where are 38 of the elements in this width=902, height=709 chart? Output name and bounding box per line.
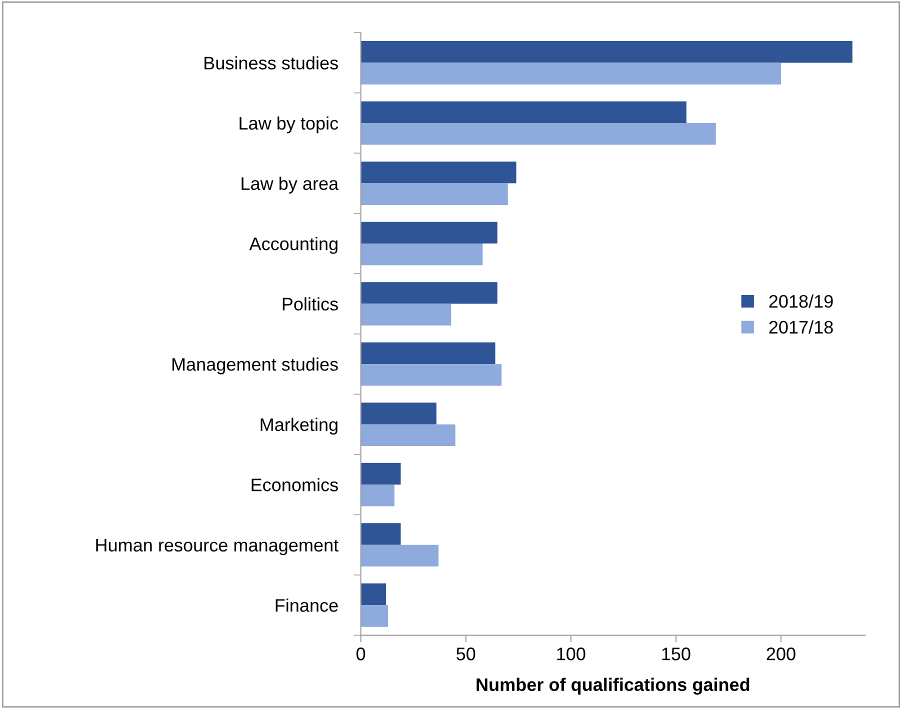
bar: [360, 544, 439, 567]
legend-label: 2018/19: [769, 294, 833, 308]
bar: [360, 364, 502, 386]
bar: [360, 462, 401, 485]
x-tick-label: 100: [557, 648, 586, 660]
bar: [360, 62, 781, 84]
bar: [360, 583, 386, 606]
bar: [360, 342, 496, 364]
y-tick-label: Marketing: [260, 418, 338, 435]
y-tick-label: Law by topic: [240, 116, 338, 134]
bar: [360, 523, 401, 545]
x-axis-title: Number of qualifications gained: [476, 678, 750, 695]
bar: [360, 304, 452, 326]
bar: [360, 183, 508, 205]
bar: [360, 424, 456, 446]
bar: [360, 402, 436, 424]
x-tick-label: 200: [766, 648, 796, 660]
y-tick-label: Economics: [252, 478, 338, 492]
y-tick-label: Business studies: [204, 56, 338, 70]
y-tick-label: Management studies: [172, 358, 338, 374]
bar: [360, 605, 388, 627]
y-tick-label: Accounting: [249, 237, 338, 254]
y-tick-label: Finance: [276, 598, 338, 612]
x-tick-label: 50: [456, 648, 476, 660]
bar: [360, 484, 394, 506]
bar: [360, 41, 852, 63]
bar: [360, 123, 716, 145]
bar: [360, 101, 686, 124]
x-tick-label: 0: [356, 648, 366, 660]
bar: [360, 162, 516, 184]
bar: [360, 244, 483, 266]
x-tick-label: 150: [662, 648, 690, 660]
legend-label: 2017/18: [769, 320, 833, 334]
bar: [360, 282, 498, 304]
bar: [360, 222, 498, 244]
y-tick-label: Politics: [282, 297, 338, 311]
y-tick-label: Law by area: [242, 176, 339, 194]
y-tick-label: Human resource management: [96, 538, 338, 556]
